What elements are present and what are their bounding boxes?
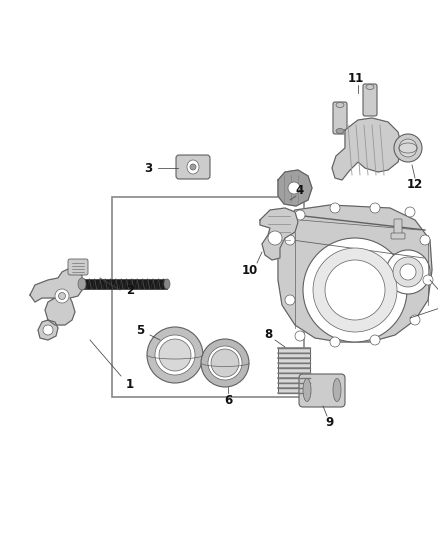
Ellipse shape [187,160,199,174]
Circle shape [43,325,53,335]
Ellipse shape [303,378,311,401]
FancyBboxPatch shape [299,374,345,407]
Circle shape [288,182,300,194]
Ellipse shape [78,278,86,290]
Circle shape [370,335,380,345]
Ellipse shape [366,85,374,90]
Circle shape [410,315,420,325]
Ellipse shape [333,378,341,401]
Circle shape [313,248,397,332]
Text: 5: 5 [136,324,144,336]
Text: 8: 8 [264,328,272,342]
Text: 4: 4 [296,183,304,197]
Circle shape [268,231,282,245]
FancyBboxPatch shape [68,259,88,275]
Circle shape [423,275,433,285]
Polygon shape [30,268,82,325]
Circle shape [400,264,416,280]
Bar [112,197,304,397]
Circle shape [420,235,430,245]
Circle shape [211,349,239,377]
Text: 12: 12 [407,179,423,191]
FancyBboxPatch shape [333,102,347,134]
Polygon shape [278,205,432,342]
Polygon shape [332,118,402,180]
Circle shape [147,327,203,383]
Circle shape [159,339,191,371]
FancyBboxPatch shape [391,233,405,239]
Circle shape [59,293,66,300]
Ellipse shape [336,102,344,108]
Text: 6: 6 [224,393,232,407]
Circle shape [330,337,340,347]
Circle shape [208,346,242,380]
Circle shape [55,289,69,303]
Circle shape [303,238,407,342]
Circle shape [325,260,385,320]
Bar [278,348,310,393]
Circle shape [295,331,305,341]
Circle shape [399,139,417,157]
Ellipse shape [164,279,170,289]
Circle shape [190,164,196,170]
FancyBboxPatch shape [363,84,377,116]
Text: 11: 11 [348,71,364,85]
Text: 1: 1 [126,378,134,392]
Circle shape [155,335,195,375]
Text: 9: 9 [326,416,334,430]
Bar [82,279,167,289]
Circle shape [393,257,423,287]
Polygon shape [38,320,58,340]
Polygon shape [278,170,312,206]
Text: 3: 3 [144,161,152,174]
Circle shape [285,295,295,305]
Circle shape [330,203,340,213]
Ellipse shape [336,128,344,133]
Circle shape [394,134,422,162]
Circle shape [295,210,305,220]
Circle shape [201,339,249,387]
Circle shape [405,207,415,217]
Polygon shape [260,208,298,260]
FancyBboxPatch shape [176,155,210,179]
FancyBboxPatch shape [394,219,402,237]
Circle shape [285,235,295,245]
Circle shape [370,203,380,213]
Text: 10: 10 [242,263,258,277]
Text: 2: 2 [126,284,134,296]
Circle shape [386,250,430,294]
